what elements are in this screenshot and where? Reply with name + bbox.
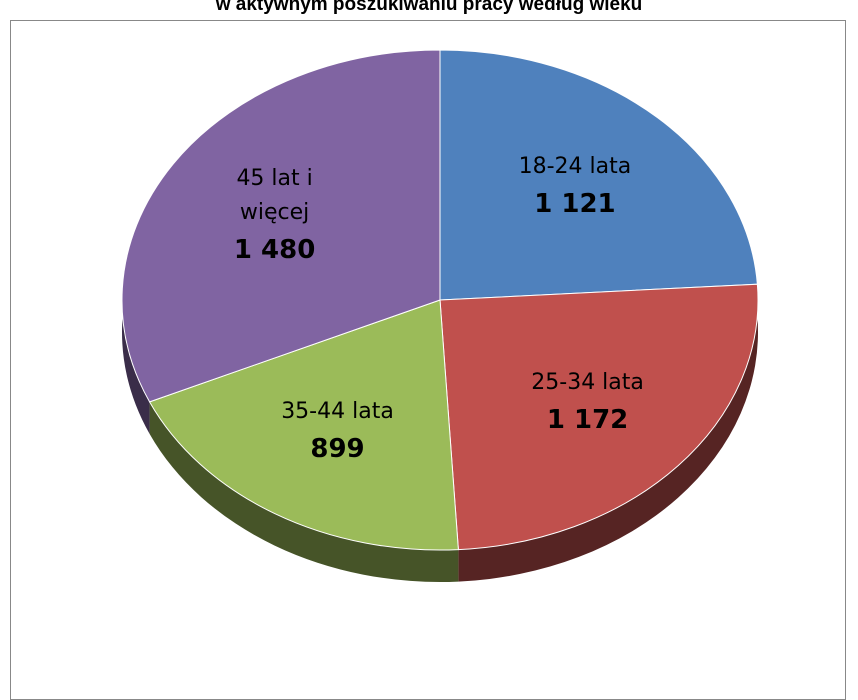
- slice: [148, 299, 459, 551]
- slice: [439, 49, 758, 301]
- slice-value: 1 121: [534, 188, 616, 219]
- slice-value: 899: [310, 434, 365, 465]
- slice-value: 1 480: [233, 234, 316, 265]
- slice-label: 25-34 lata: [531, 369, 644, 395]
- slice: [121, 49, 441, 403]
- chart-title: w aktywnym poszukiwaniu pracy według wie…: [215, 0, 643, 15]
- slice-label: 45 lat i więcej: [236, 165, 313, 225]
- slice-value: 1 172: [546, 404, 629, 435]
- slice-label: 18-24 lata: [518, 153, 632, 179]
- slice: [439, 283, 759, 551]
- slice-side: [458, 284, 758, 582]
- slice-side: [149, 401, 459, 582]
- slice-label: 35-44 lata: [281, 399, 394, 425]
